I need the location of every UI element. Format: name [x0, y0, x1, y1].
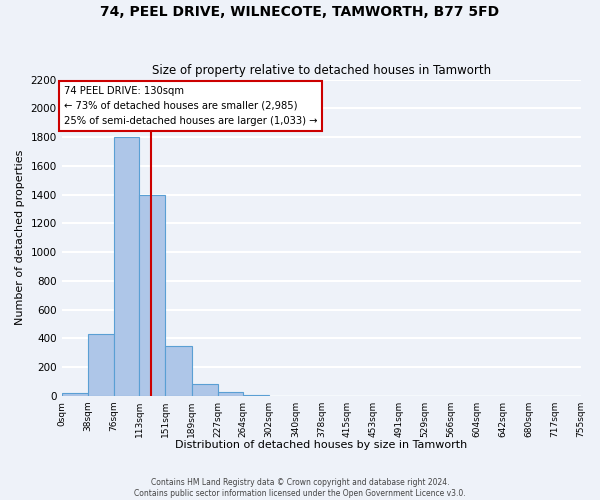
X-axis label: Distribution of detached houses by size in Tamworth: Distribution of detached houses by size …	[175, 440, 467, 450]
Text: 74 PEEL DRIVE: 130sqm
← 73% of detached houses are smaller (2,985)
25% of semi-d: 74 PEEL DRIVE: 130sqm ← 73% of detached …	[64, 86, 317, 126]
Text: 74, PEEL DRIVE, WILNECOTE, TAMWORTH, B77 5FD: 74, PEEL DRIVE, WILNECOTE, TAMWORTH, B77…	[100, 5, 500, 19]
Bar	[114, 137, 139, 396]
Bar	[166, 346, 191, 396]
Text: Contains HM Land Registry data © Crown copyright and database right 2024.
Contai: Contains HM Land Registry data © Crown c…	[134, 478, 466, 498]
Bar	[62, 393, 88, 396]
Bar	[88, 334, 114, 396]
Bar	[191, 384, 218, 396]
Title: Size of property relative to detached houses in Tamworth: Size of property relative to detached ho…	[152, 64, 491, 77]
Bar	[218, 392, 243, 396]
Bar	[139, 194, 166, 396]
Y-axis label: Number of detached properties: Number of detached properties	[15, 150, 25, 326]
